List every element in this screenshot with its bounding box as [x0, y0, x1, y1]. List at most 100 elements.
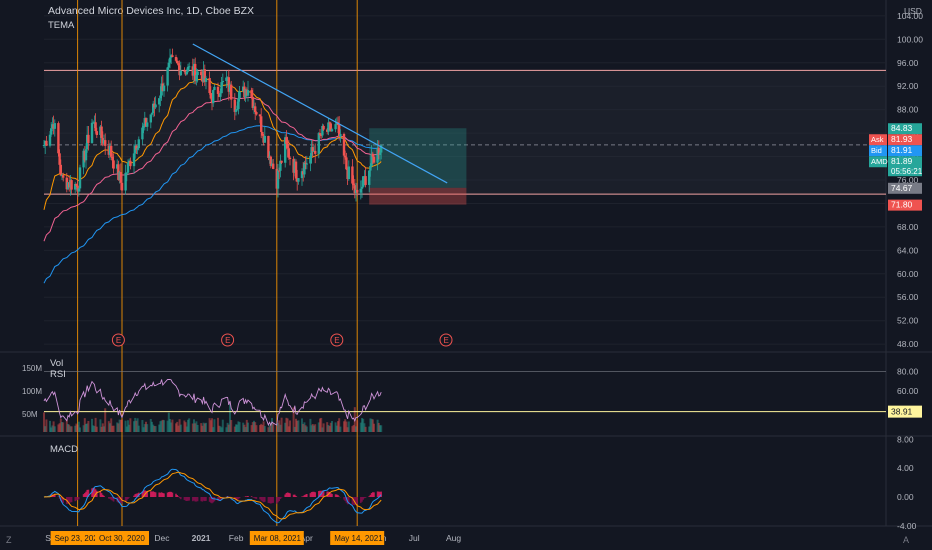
- macd-histogram-bar: [76, 497, 79, 501]
- candle-body: [179, 70, 182, 76]
- macd-histogram-bar: [108, 497, 110, 499]
- volume-bar: [91, 418, 93, 432]
- volume-bar: [93, 426, 96, 432]
- candle-body: [360, 186, 364, 189]
- price-tag-bg: [888, 134, 922, 146]
- macd-histogram-bar: [330, 493, 332, 497]
- volume-bar: [287, 426, 290, 432]
- macd-histogram-bar: [208, 497, 211, 502]
- volume-bar: [146, 424, 149, 432]
- earnings-marker: [330, 333, 344, 347]
- rsi-tick-label: 80.00: [897, 367, 919, 377]
- macd-histogram-bar: [111, 497, 114, 501]
- volume-bar: [251, 422, 254, 432]
- auto-scale-button[interactable]: A: [903, 535, 910, 545]
- macd-histogram-bar: [154, 492, 157, 497]
- candle-body: [314, 150, 317, 154]
- volume-bar: [200, 423, 203, 432]
- macd-histogram-bar: [177, 496, 180, 497]
- volume-bar: [289, 420, 291, 432]
- candle-body: [216, 86, 220, 94]
- macd-histogram-bar: [75, 497, 78, 501]
- macd-histogram-bar: [222, 497, 224, 498]
- volume-bar: [201, 425, 204, 432]
- macd-histogram-bar: [370, 493, 373, 497]
- volume-bar: [285, 417, 288, 432]
- volume-bar: [347, 421, 350, 432]
- macd-histogram-bar: [183, 497, 186, 500]
- candle-body: [124, 172, 127, 191]
- macd-histogram-bar: [304, 494, 307, 497]
- earnings-marker-label: E: [444, 336, 449, 345]
- price-tag-label-bg: [869, 145, 887, 157]
- macd-histogram-bar: [134, 494, 136, 497]
- volume-bar: [284, 422, 287, 432]
- currency-label: USD: [904, 6, 922, 16]
- candle-body: [184, 71, 187, 75]
- candle-body: [288, 157, 292, 160]
- candle-body: [126, 162, 130, 173]
- indicator-label[interactable]: TEMA: [48, 20, 75, 31]
- macd-label: MACD: [50, 444, 78, 455]
- candle-body: [208, 77, 211, 94]
- candle-body: [368, 170, 371, 185]
- candle-body: [251, 96, 254, 108]
- volume-bar: [99, 419, 102, 432]
- macd-histogram-bar: [331, 493, 333, 497]
- macd-histogram-bar: [319, 490, 321, 497]
- volume-bar: [136, 418, 139, 432]
- candle-body: [250, 90, 253, 97]
- price-tag-bg: [888, 199, 922, 211]
- macd-histogram-bar: [314, 492, 316, 497]
- macd-histogram-bar: [337, 495, 339, 497]
- macd-histogram-bar: [160, 492, 163, 497]
- candle-body: [104, 140, 107, 146]
- price-tick-label: 56.00: [897, 292, 919, 302]
- macd-histogram-bar: [187, 497, 189, 501]
- candle-body: [158, 98, 161, 105]
- volume-bar: [345, 421, 348, 432]
- trendline: [192, 43, 448, 184]
- macd-histogram-bar: [289, 493, 291, 497]
- time-highlight-bg: [330, 531, 385, 545]
- volume-bar: [302, 424, 305, 432]
- candle-body: [125, 172, 128, 174]
- volume-bar: [334, 422, 337, 432]
- macd-histogram-bar: [142, 490, 145, 497]
- volume-bar: [76, 424, 79, 432]
- price-channel: [44, 70, 886, 195]
- candle-body: [322, 125, 325, 130]
- candle-body: [195, 75, 198, 81]
- macd-histogram-bar: [70, 497, 73, 503]
- time-highlight-label: Mar 08, 2021: [254, 534, 302, 543]
- macd-histogram-bar: [292, 494, 295, 497]
- volume-bar: [313, 425, 315, 432]
- price-tick-label: 76.00: [897, 175, 919, 185]
- volume-bar: [74, 425, 77, 432]
- log-scale-button[interactable]: Z: [6, 535, 12, 545]
- volume-bar: [301, 418, 303, 432]
- macd-histogram-bar: [201, 497, 204, 502]
- macd-histogram-bar: [360, 497, 362, 503]
- volume-bar: [346, 427, 349, 432]
- volume-bar: [226, 422, 229, 432]
- macd-histogram-bar: [99, 491, 102, 497]
- volume-bar: [259, 425, 261, 432]
- volume-bar: [112, 425, 115, 432]
- macd-histogram-bar: [103, 495, 105, 497]
- candle-body: [177, 63, 180, 66]
- candle-body: [237, 98, 240, 110]
- volume-bar: [253, 420, 255, 432]
- time-axis-label: Feb: [229, 533, 244, 543]
- volume-bar: [255, 425, 258, 432]
- macd-histogram-bar: [271, 497, 273, 504]
- volume-bar: [314, 424, 317, 432]
- candle-body: [285, 137, 288, 144]
- macd-histogram-bar: [188, 497, 190, 501]
- vol-label: Vol: [50, 358, 64, 369]
- price-tick-label: 104.00: [897, 11, 923, 21]
- candle-body: [42, 144, 46, 146]
- price-tag-value: 81.93: [891, 134, 913, 144]
- candle-body: [246, 90, 250, 96]
